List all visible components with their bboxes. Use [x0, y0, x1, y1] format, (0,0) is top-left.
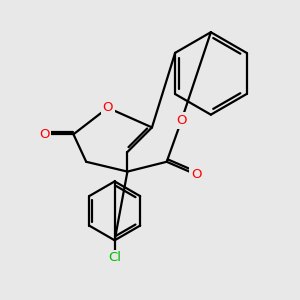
Text: O: O — [103, 101, 113, 114]
Text: O: O — [191, 168, 201, 181]
Text: Cl: Cl — [108, 251, 121, 265]
Text: O: O — [39, 128, 49, 141]
Text: O: O — [176, 114, 187, 127]
